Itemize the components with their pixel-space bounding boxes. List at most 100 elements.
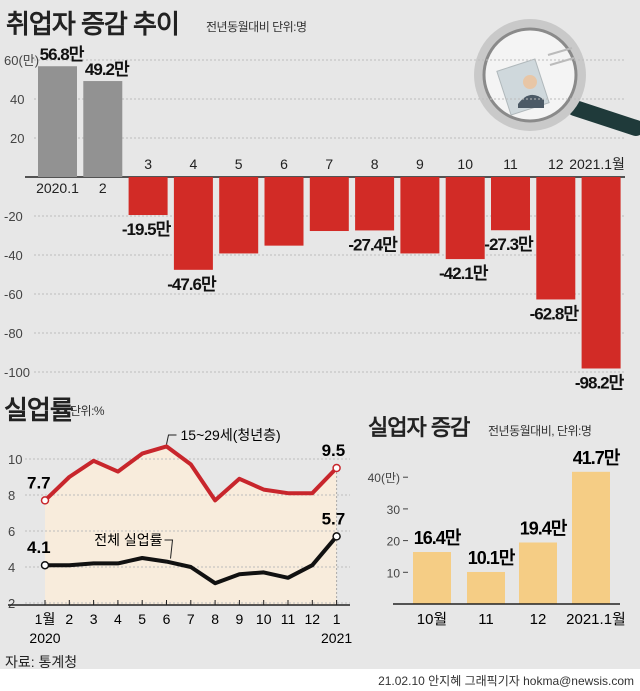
data-label: 10.1만	[468, 548, 516, 568]
series-label: 15~29세(청년층)	[181, 427, 281, 443]
bar	[264, 177, 304, 246]
year-label: 2020	[29, 630, 60, 646]
magnifier-handle-icon	[567, 100, 640, 136]
data-label: 9.5	[322, 441, 346, 460]
y-tick-label: 8	[8, 488, 15, 503]
x-tick-label: 10월	[417, 611, 448, 628]
bar	[572, 471, 610, 604]
x-tick-label: 2021.1월	[569, 156, 625, 172]
data-label: 56.8만	[40, 45, 85, 64]
x-tick-label: 2020.1	[36, 180, 79, 196]
bar	[219, 177, 259, 254]
bar	[491, 177, 530, 231]
series-leader-line	[166, 434, 177, 445]
x-tick-label: 12	[548, 156, 564, 172]
x-tick-label: 2	[99, 180, 107, 196]
bar	[581, 177, 621, 369]
bar	[38, 66, 77, 177]
unemployment-rate-subtitle: 단위:%	[70, 404, 105, 418]
y-tick-label: 40	[10, 92, 24, 107]
y-tick-label: 10	[8, 452, 22, 467]
y-tick-label: 60(만)	[4, 53, 39, 68]
x-tick-label: 5	[235, 156, 243, 172]
data-label: 19.4만	[520, 519, 568, 539]
x-tick-label: 11	[478, 611, 494, 628]
y-tick-label: -80	[4, 326, 23, 341]
x-tick-label: 2	[65, 611, 73, 627]
data-point	[40, 496, 50, 505]
data-point	[40, 560, 50, 570]
x-tick-label: 3	[90, 611, 98, 627]
year-label: 2021	[321, 630, 352, 646]
doc-line-icon	[547, 47, 573, 56]
y-tick-label: 20	[387, 535, 401, 549]
data-point	[332, 532, 341, 541]
x-tick-label: 5	[138, 611, 146, 627]
credit-line: 21.02.10 안지혜 그래픽기자 hokma@newsis.com	[378, 674, 634, 688]
chart-canvas: 60(만) 40 20 -20 -40 -60 -80 -100 2020.1 56.8만 2 4 9.…	[4, 19, 640, 646]
bar	[355, 177, 395, 231]
source-note: 자료: 통계청	[5, 654, 78, 670]
data-label: -62.8만	[530, 304, 580, 323]
data-label: 16.4만	[414, 528, 462, 548]
x-tick-label: 8	[371, 156, 379, 172]
footer-bar: 21.02.10 안지혜 그래픽기자 hokma@newsis.com	[0, 669, 640, 691]
bar	[309, 177, 349, 232]
y-tick-label: -40	[4, 248, 23, 263]
data-label: -42.1만	[439, 264, 489, 283]
person-body-icon	[518, 94, 544, 108]
x-tick-label: 7	[187, 611, 195, 627]
series-label: 전체 실업률	[94, 532, 162, 548]
x-tick-label: 10	[256, 611, 272, 627]
data-label: 41.7만	[573, 448, 621, 468]
unemployed-chart-title: 실업자 증감	[368, 415, 470, 440]
data-label: -27.3만	[484, 235, 534, 254]
unemployed-chart-subtitle: 전년동월대비, 단위:명	[488, 424, 592, 438]
x-tick-label: 9	[236, 611, 244, 627]
y-tick-label: -20	[4, 209, 23, 224]
bar	[83, 81, 123, 177]
y-tick-label: 4	[8, 560, 15, 575]
x-tick-label: 6	[280, 156, 288, 172]
series-leader-line	[164, 539, 174, 559]
employment-chart-title: 취업자 증감 추이	[6, 9, 180, 39]
y-tick-label: 6	[8, 524, 15, 539]
x-tick-label: 11	[281, 611, 296, 627]
x-tick-label: 4	[190, 156, 198, 172]
x-tick-label: 1	[333, 611, 341, 627]
bar	[519, 542, 557, 604]
magnifier-illustration	[474, 19, 640, 136]
y-tick-label: -60	[4, 287, 23, 302]
x-tick-label: 1월	[35, 611, 56, 627]
x-tick-label: 11	[503, 156, 518, 172]
unemployment-rate-title: 실업률	[4, 395, 74, 425]
data-label: -47.6만	[167, 275, 217, 294]
x-tick-label: 2021.1월	[566, 611, 626, 628]
x-tick-label: 6	[163, 611, 171, 627]
data-label: 4.1	[27, 538, 51, 557]
data-label: -98.2만	[575, 373, 625, 392]
bar	[413, 552, 451, 604]
employment-chart-subtitle: 전년동월대비 단위:명	[206, 20, 307, 34]
data-label: -27.4만	[348, 235, 398, 254]
plot-area-fill	[45, 446, 337, 605]
x-tick-label: 7	[325, 156, 333, 172]
unemployed-bar-chart: 40(만) 30 20 10 16.4만 10월 10.1만 11 19.4만 12 41.7만 20…	[368, 448, 626, 628]
bar	[173, 177, 213, 270]
y-tick-label: 2	[8, 596, 15, 611]
bar	[128, 177, 168, 216]
x-tick-label: 12	[530, 611, 547, 628]
data-label: 7.7	[27, 473, 51, 492]
y-tick-label: -100	[4, 365, 30, 380]
data-point	[332, 463, 341, 473]
doc-line-icon	[549, 57, 575, 66]
employment-bar-chart: 60(만) 40 20 -20 -40 -60 -80 -100 2020.1 56.8만 2 49.…	[4, 45, 626, 392]
x-tick-label: 3	[144, 156, 152, 172]
y-tick-label: 30	[387, 503, 401, 517]
x-tick-label: 9	[416, 156, 424, 172]
data-label: -19.5만	[122, 220, 172, 239]
x-tick-label: 12	[305, 611, 321, 627]
y-tick-label: 10	[387, 566, 401, 580]
bar	[536, 177, 576, 300]
